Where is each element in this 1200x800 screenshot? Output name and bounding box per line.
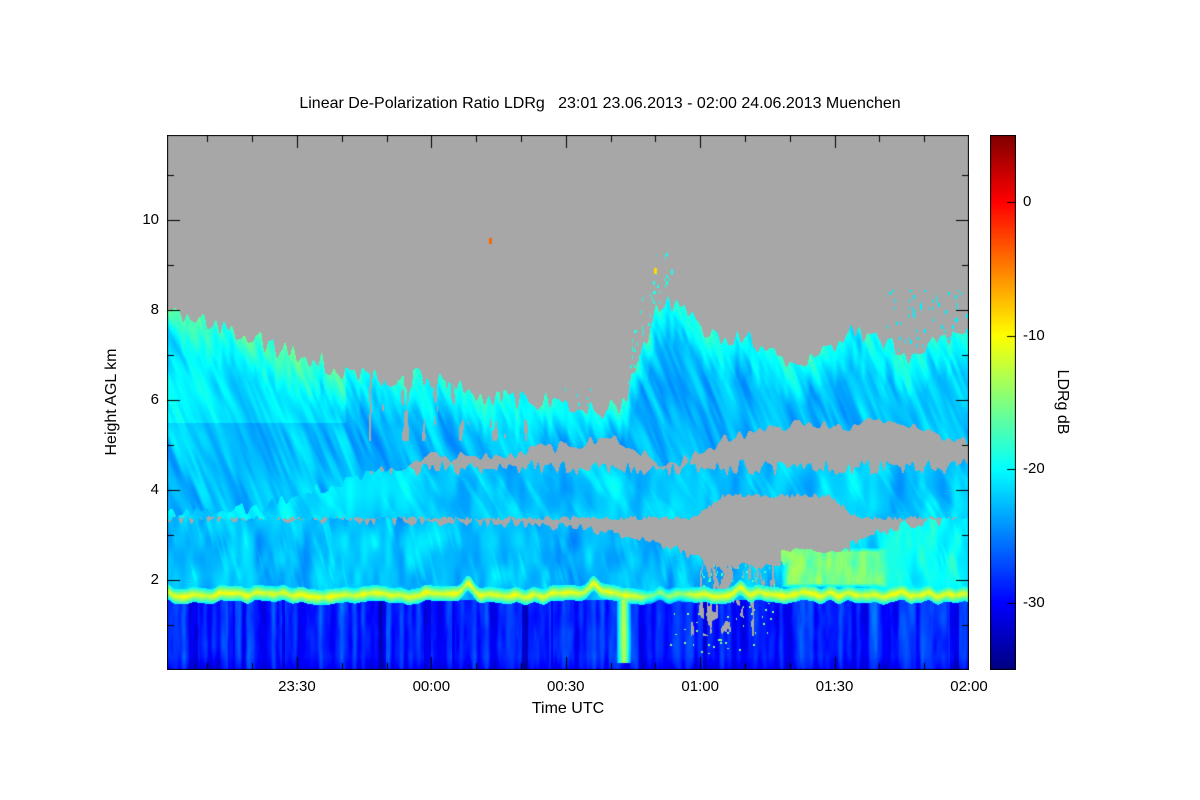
- x-axis-label: Time UTC: [531, 700, 605, 717]
- colorbar-label: LDRg dB: [1054, 369, 1071, 435]
- y-tick-label: 10: [142, 211, 159, 229]
- x-tick-label: 01:00: [681, 678, 719, 695]
- colorbar-tick-label: -10: [1023, 326, 1045, 344]
- y-tick-label: 6: [150, 391, 159, 409]
- colorbar-tick-label: -30: [1023, 594, 1045, 612]
- x-tick-label: 23:30: [278, 678, 316, 695]
- y-tick-label: 2: [150, 571, 159, 589]
- chart-title: Linear De-Polarization Ratio LDRg 23:01 …: [299, 95, 901, 112]
- colorbar-tick-label: 0: [1023, 192, 1032, 210]
- colorbar: [990, 135, 1016, 670]
- colorbar-tick-label: -20: [1023, 460, 1045, 478]
- y-tick-label: 4: [150, 481, 159, 499]
- heatmap-plot: [167, 135, 969, 670]
- x-tick-label: 02:00: [950, 678, 988, 695]
- x-tick-label: 00:30: [546, 678, 585, 695]
- x-tick-label: 00:00: [412, 678, 451, 695]
- y-tick-label: 8: [150, 301, 159, 319]
- x-tick-label: 01:30: [815, 678, 854, 695]
